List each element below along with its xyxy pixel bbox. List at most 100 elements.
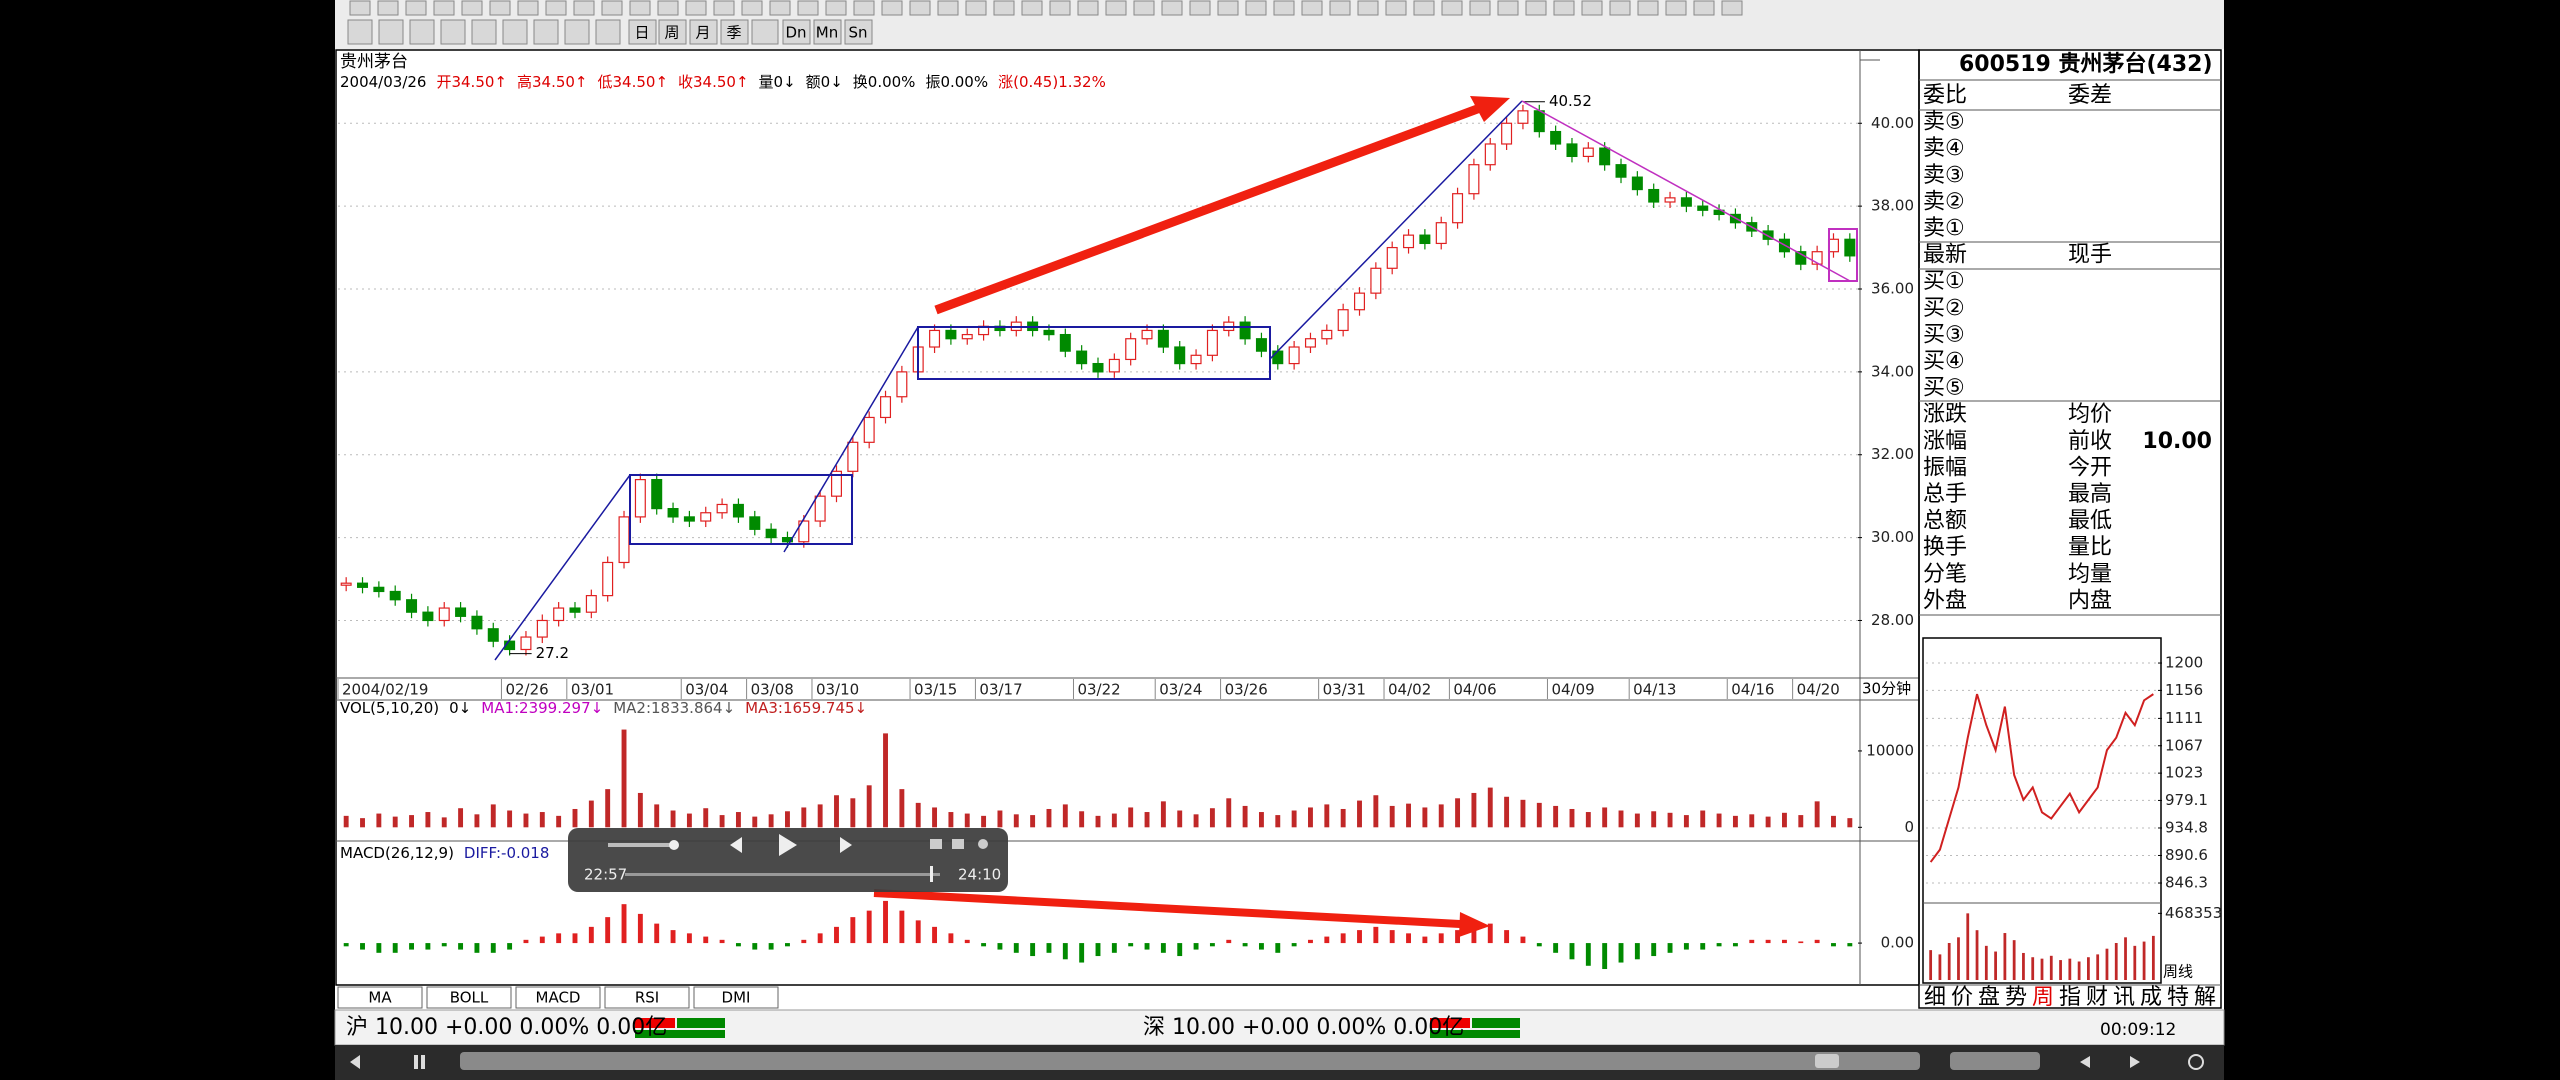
list-button[interactable] bbox=[952, 839, 964, 849]
toolbar-icon bbox=[1357, 0, 1379, 16]
forward-button[interactable] bbox=[840, 837, 852, 853]
info-item: 开34.50↑ bbox=[436, 73, 507, 91]
toolbar-icon bbox=[1469, 0, 1491, 16]
bar bbox=[2087, 957, 2090, 980]
forward-button[interactable] bbox=[2130, 1056, 2140, 1068]
settings-button[interactable] bbox=[2188, 1054, 2204, 1070]
volume-knob[interactable] bbox=[669, 840, 679, 850]
bar bbox=[1438, 804, 1444, 828]
volume-track[interactable] bbox=[1950, 1052, 2040, 1070]
bar bbox=[1487, 787, 1493, 828]
x-tick-label: 03/04 bbox=[685, 681, 728, 699]
tab-box[interactable] bbox=[693, 986, 779, 1009]
pip-button[interactable] bbox=[930, 839, 942, 849]
info-tab[interactable]: 盘 bbox=[1978, 985, 2000, 1010]
indicator-tab[interactable]: MACD bbox=[536, 989, 581, 1007]
tab-box[interactable] bbox=[337, 986, 423, 1009]
toolbar-button[interactable] bbox=[689, 19, 718, 45]
bar bbox=[1667, 943, 1673, 953]
y-tick-label: 890.6 bbox=[2165, 846, 2208, 864]
toolbar-button[interactable] bbox=[844, 19, 873, 45]
bar bbox=[1111, 813, 1117, 828]
bar bbox=[441, 817, 447, 828]
info-tab[interactable]: 财 bbox=[2086, 985, 2108, 1010]
info-tab[interactable]: 势 bbox=[2005, 985, 2027, 1010]
quote-cell: 最新 bbox=[1923, 243, 1967, 268]
candle bbox=[1141, 329, 1153, 340]
info-tab[interactable]: 特 bbox=[2167, 985, 2189, 1010]
quote-cell: 买⑤ bbox=[1923, 376, 1965, 401]
y-tick-label: 846.3 bbox=[2165, 874, 2208, 892]
candle bbox=[1043, 329, 1055, 336]
indicator-tab-boxes bbox=[337, 986, 779, 1009]
toolbar-icon bbox=[377, 0, 399, 16]
toolbar-button[interactable] bbox=[658, 19, 687, 45]
info-tab[interactable]: 细 bbox=[1924, 985, 1946, 1010]
trend-line bbox=[1521, 100, 1851, 282]
rewind-button[interactable] bbox=[730, 837, 742, 853]
y-tick-label: 10000 bbox=[1866, 741, 1914, 759]
indicator-tab[interactable]: DMI bbox=[722, 989, 751, 1007]
bar bbox=[1700, 943, 1706, 950]
x-tick-label: 03/26 bbox=[1225, 681, 1268, 699]
info-tab[interactable]: 周 bbox=[2032, 985, 2054, 1010]
bar bbox=[2040, 958, 2044, 980]
toolbar-button[interactable] bbox=[720, 19, 749, 45]
x-tick-label: 03/17 bbox=[979, 681, 1022, 699]
low-label: 27.2 bbox=[536, 644, 569, 662]
play-button[interactable] bbox=[779, 834, 797, 856]
bar bbox=[1046, 808, 1052, 828]
elapsed: 22:57 bbox=[584, 866, 627, 884]
player-thumb[interactable] bbox=[1815, 1054, 1839, 1068]
tab-box[interactable] bbox=[426, 986, 512, 1009]
info-tab[interactable]: 讯 bbox=[2113, 985, 2135, 1010]
tab-box[interactable] bbox=[515, 986, 601, 1009]
info-tab[interactable]: 成 bbox=[2140, 985, 2162, 1010]
rewind-button[interactable] bbox=[2080, 1056, 2090, 1068]
bar bbox=[1667, 812, 1673, 828]
candle bbox=[585, 595, 597, 613]
prev-button[interactable] bbox=[350, 1055, 360, 1069]
info-tab[interactable]: 指 bbox=[2059, 985, 2081, 1010]
info-tab[interactable]: 解 bbox=[2194, 985, 2216, 1010]
quote-cell: 10.00 bbox=[2142, 429, 2212, 454]
toolbar-button[interactable] bbox=[782, 19, 811, 45]
pause-button[interactable] bbox=[421, 1055, 425, 1069]
bar bbox=[1553, 805, 1559, 828]
bar bbox=[1357, 800, 1362, 828]
candle bbox=[1827, 238, 1839, 253]
bar bbox=[1242, 943, 1248, 947]
settings-button[interactable] bbox=[978, 839, 988, 849]
bar bbox=[1128, 807, 1134, 828]
meter-up bbox=[1430, 1018, 1470, 1028]
meter-base bbox=[1430, 1030, 1520, 1038]
bar bbox=[981, 815, 987, 828]
indicator-tab[interactable]: MA bbox=[368, 989, 392, 1007]
volume-slider[interactable] bbox=[608, 843, 674, 847]
toolbar-button[interactable] bbox=[813, 19, 842, 45]
player-track[interactable] bbox=[460, 1052, 1920, 1070]
toolbar-icon bbox=[564, 19, 590, 45]
progress-track[interactable] bbox=[625, 873, 940, 876]
info-tab[interactable]: 价 bbox=[1951, 985, 1973, 1010]
indicator-tab[interactable]: BOLL bbox=[450, 989, 489, 1007]
bar bbox=[1193, 943, 1199, 950]
bar bbox=[1422, 936, 1428, 944]
bar bbox=[1062, 804, 1068, 828]
y-tick-label: 36.00 bbox=[1871, 280, 1914, 298]
toolbar-icon bbox=[1049, 0, 1071, 16]
indicator-tab[interactable]: RSI bbox=[635, 989, 659, 1007]
bar bbox=[1651, 943, 1657, 957]
pause-button[interactable] bbox=[414, 1055, 418, 1069]
bar bbox=[1373, 926, 1379, 944]
y-tick-label: 0 bbox=[1904, 818, 1914, 836]
toolbar-button[interactable] bbox=[628, 19, 657, 45]
quote-cell: 现手 bbox=[2068, 243, 2112, 268]
candle bbox=[438, 607, 450, 622]
toolbar-icon bbox=[601, 0, 623, 16]
progress-thumb[interactable] bbox=[930, 866, 933, 882]
bar bbox=[1340, 933, 1346, 944]
bar bbox=[768, 943, 774, 950]
tab-box[interactable] bbox=[604, 986, 690, 1009]
bar bbox=[1030, 815, 1036, 828]
